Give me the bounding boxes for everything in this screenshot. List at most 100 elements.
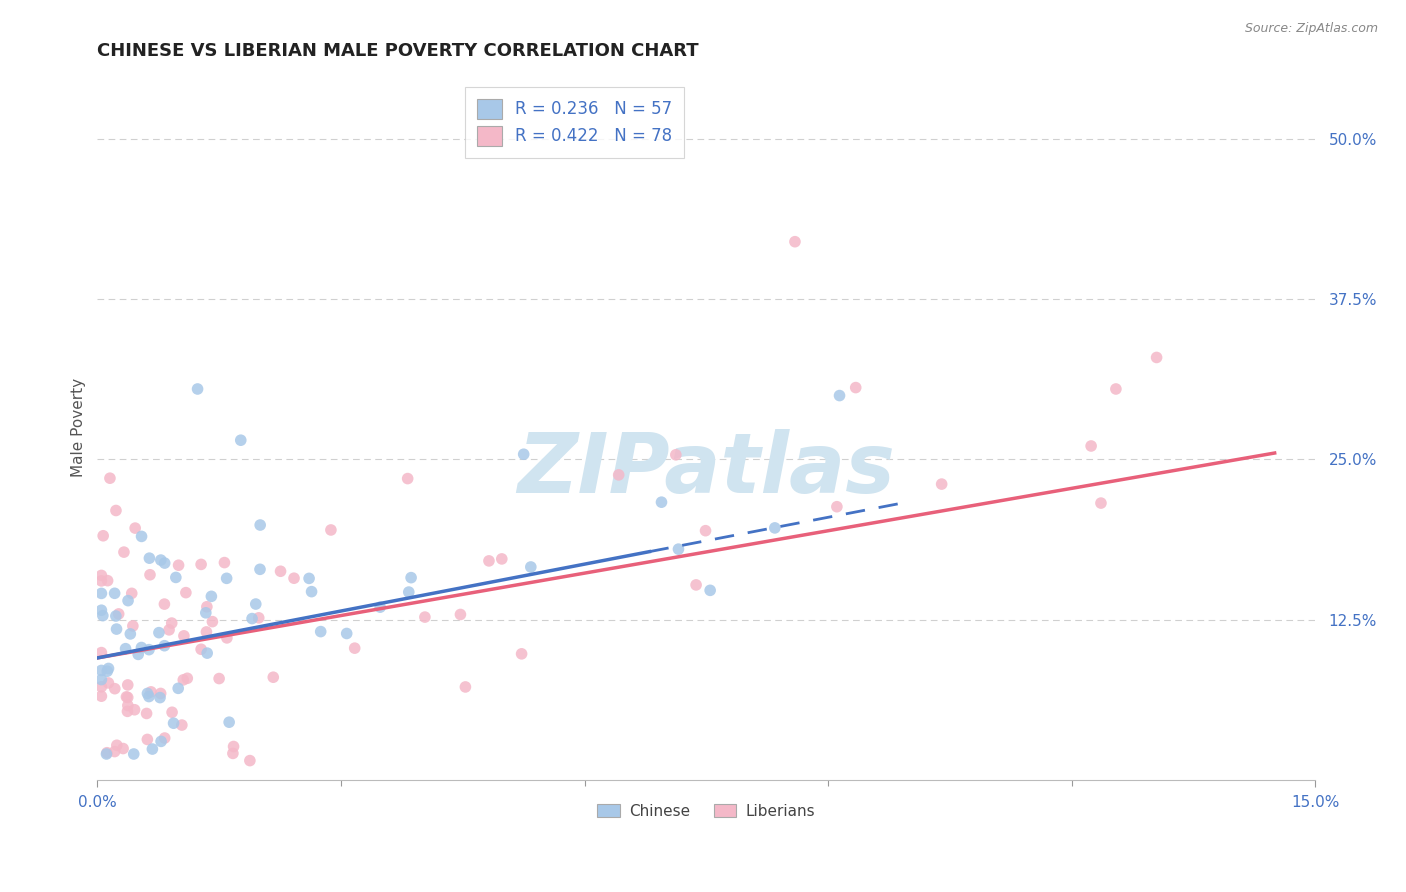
Point — [195, 599, 218, 614]
Point — [270, 564, 292, 578]
Point — [449, 607, 471, 622]
Point — [157, 623, 180, 637]
Point — [239, 754, 262, 768]
Point — [319, 523, 342, 537]
Point — [138, 642, 160, 657]
Point — [685, 578, 707, 592]
Point — [90, 673, 112, 687]
Point — [176, 671, 198, 685]
Point — [96, 746, 118, 760]
Point — [90, 603, 112, 617]
Point — [90, 689, 112, 703]
Point — [153, 556, 176, 570]
Point — [262, 670, 284, 684]
Point — [149, 553, 172, 567]
Point — [190, 558, 212, 572]
Point — [208, 672, 231, 686]
Point — [136, 732, 159, 747]
Point — [131, 640, 153, 655]
Point — [91, 529, 114, 543]
Point — [153, 639, 176, 653]
Point — [828, 388, 851, 402]
Point — [218, 715, 240, 730]
Point — [249, 562, 271, 576]
Point — [150, 734, 173, 748]
Y-axis label: Male Poverty: Male Poverty — [72, 378, 86, 477]
Point — [121, 619, 143, 633]
Point — [112, 741, 135, 756]
Point — [478, 554, 501, 568]
Point — [368, 600, 391, 615]
Point — [195, 624, 218, 639]
Point — [131, 529, 153, 543]
Point — [249, 518, 271, 533]
Point — [121, 586, 143, 600]
Point — [398, 585, 420, 599]
Point — [167, 681, 190, 696]
Point — [105, 622, 128, 636]
Point — [668, 542, 690, 557]
Point — [112, 545, 135, 559]
Point — [309, 624, 332, 639]
Point — [117, 678, 139, 692]
Point — [117, 690, 139, 705]
Point — [607, 467, 630, 482]
Point — [141, 742, 163, 756]
Point — [214, 556, 236, 570]
Point — [127, 648, 149, 662]
Point — [104, 609, 127, 624]
Point — [301, 584, 323, 599]
Point — [149, 690, 172, 705]
Point — [336, 626, 359, 640]
Point — [104, 681, 127, 696]
Point — [510, 647, 533, 661]
Point — [201, 615, 224, 629]
Point — [139, 685, 162, 699]
Point — [174, 585, 197, 599]
Point — [699, 583, 721, 598]
Point — [139, 567, 162, 582]
Point — [283, 571, 305, 585]
Point — [117, 704, 139, 718]
Point — [149, 686, 172, 700]
Point — [122, 747, 145, 761]
Point — [1080, 439, 1102, 453]
Point — [160, 706, 183, 720]
Point — [763, 521, 786, 535]
Point — [173, 629, 195, 643]
Point — [170, 718, 193, 732]
Point — [97, 676, 120, 690]
Point — [98, 471, 121, 485]
Point — [1090, 496, 1112, 510]
Point — [153, 731, 176, 745]
Point — [845, 381, 868, 395]
Legend: Chinese, Liberians: Chinese, Liberians — [592, 797, 821, 825]
Text: CHINESE VS LIBERIAN MALE POVERTY CORRELATION CHART: CHINESE VS LIBERIAN MALE POVERTY CORRELA… — [97, 42, 699, 60]
Point — [343, 641, 366, 656]
Point — [97, 661, 120, 675]
Point — [695, 524, 717, 538]
Point — [90, 586, 112, 600]
Point — [247, 611, 270, 625]
Point — [665, 448, 688, 462]
Point — [104, 586, 127, 600]
Point — [222, 747, 245, 761]
Point — [240, 611, 263, 625]
Point — [650, 495, 672, 509]
Point — [90, 664, 112, 678]
Point — [413, 610, 436, 624]
Point — [825, 500, 848, 514]
Point — [172, 673, 194, 687]
Point — [105, 738, 128, 752]
Point — [162, 716, 184, 731]
Text: Source: ZipAtlas.com: Source: ZipAtlas.com — [1244, 22, 1378, 36]
Point — [298, 571, 321, 585]
Point — [195, 646, 218, 660]
Point — [104, 745, 127, 759]
Point — [138, 551, 160, 566]
Point — [96, 747, 118, 761]
Point — [399, 571, 422, 585]
Point — [115, 690, 138, 704]
Point — [148, 625, 170, 640]
Point — [165, 570, 187, 584]
